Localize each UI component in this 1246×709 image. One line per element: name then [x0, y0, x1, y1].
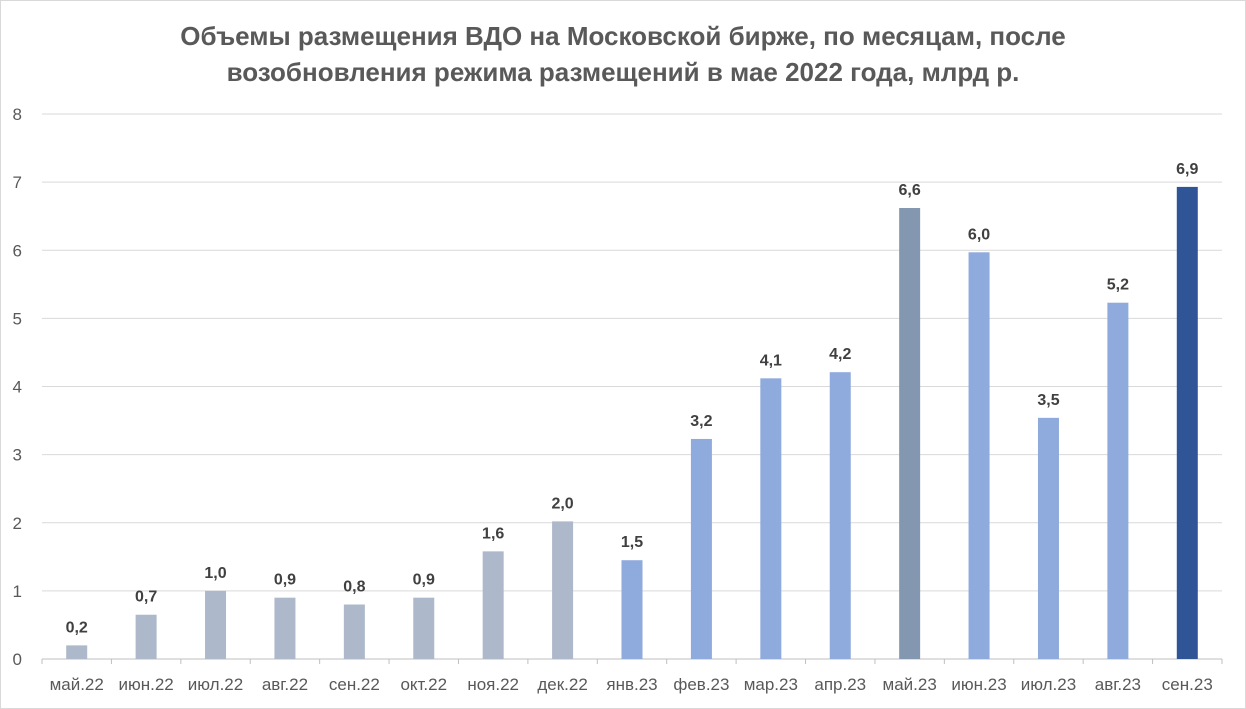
- bar: [621, 560, 643, 659]
- x-tick-label: янв.23: [606, 675, 657, 694]
- data-label: 4,2: [829, 346, 851, 363]
- y-axis-ticks: 0 1 2 3 4 5 6 7 8: [13, 105, 22, 669]
- x-tick-label: ноя.22: [467, 675, 519, 694]
- x-tick-label: май.23: [883, 675, 937, 694]
- x-tick-label: сен.23: [1162, 675, 1213, 694]
- y-tick-label: 8: [13, 105, 22, 124]
- y-tick-label: 1: [13, 582, 22, 601]
- data-label: 6,9: [1176, 161, 1198, 178]
- data-label: 1,6: [482, 525, 504, 542]
- bar: [1107, 302, 1129, 659]
- chart-title-line-2: возобновления режима размещений в мае 20…: [226, 57, 1020, 87]
- x-tick-label: июн.23: [951, 675, 1006, 694]
- data-label: 4,1: [760, 352, 782, 369]
- x-tick-label: дек.22: [537, 675, 587, 694]
- x-tick-label: июл.22: [188, 675, 243, 694]
- bar: [690, 438, 712, 659]
- data-label: 2,0: [551, 495, 573, 512]
- bar: [829, 372, 851, 659]
- x-axis-ticks: май.22 июн.22 июл.22 авг.22 сен.22 окт.22 ноя.…: [41, 659, 1223, 694]
- y-tick-label: 4: [13, 378, 22, 397]
- bar: [482, 551, 504, 659]
- bar: [1037, 417, 1059, 659]
- data-label: 0,7: [135, 589, 157, 606]
- bar: [760, 378, 782, 659]
- x-tick-label: апр.23: [814, 675, 866, 694]
- data-label: 3,2: [690, 413, 712, 430]
- x-tick-label: фев.23: [673, 675, 729, 694]
- y-tick-label: 6: [13, 241, 22, 260]
- x-tick-label: сен.22: [329, 675, 380, 694]
- data-label: 0,9: [274, 572, 296, 589]
- data-label: 1,0: [204, 565, 226, 582]
- chart-title-line-1: Объемы размещения ВДО на Московской бирж…: [180, 21, 1066, 51]
- x-tick-label: июл.23: [1021, 675, 1076, 694]
- x-tick-label: мар.23: [744, 675, 798, 694]
- bar: [205, 590, 227, 659]
- bar: [343, 604, 365, 659]
- y-tick-label: 7: [13, 173, 22, 192]
- bar: [552, 521, 574, 659]
- data-label: 6,0: [968, 226, 990, 243]
- data-label: 0,8: [343, 579, 365, 596]
- x-tick-label: май.22: [50, 675, 104, 694]
- data-label: 5,2: [1107, 277, 1129, 294]
- data-label: 6,6: [899, 182, 921, 199]
- y-tick-label: 3: [13, 446, 22, 465]
- data-label: 1,5: [621, 534, 643, 551]
- bar: [899, 208, 921, 659]
- bar: [1176, 186, 1198, 660]
- y-tick-label: 0: [13, 650, 22, 669]
- bar: [274, 597, 296, 659]
- bar: [135, 614, 157, 659]
- x-tick-label: июн.22: [118, 675, 173, 694]
- data-labels: 0,2 0,7 1,0 0,9 0,8 0,9 1,6 2,0 1,5 3,2 4,1 4,2 6,6 6…: [66, 161, 1199, 636]
- y-tick-label: 5: [13, 309, 22, 328]
- bar: [968, 252, 990, 659]
- x-tick-label: авг.23: [1095, 675, 1141, 694]
- bar: [413, 597, 435, 659]
- data-label: 0,2: [66, 619, 88, 636]
- data-label: 3,5: [1037, 392, 1059, 409]
- x-tick-label: авг.22: [262, 675, 308, 694]
- y-tick-label: 2: [13, 514, 22, 533]
- chart-title: Объемы размещения ВДО на Московской бирж…: [0, 18, 1246, 90]
- gridlines: [42, 113, 1222, 660]
- bars: [66, 186, 1198, 660]
- bar: [66, 645, 88, 659]
- x-tick-label: окт.22: [400, 675, 447, 694]
- data-label: 0,9: [413, 572, 435, 589]
